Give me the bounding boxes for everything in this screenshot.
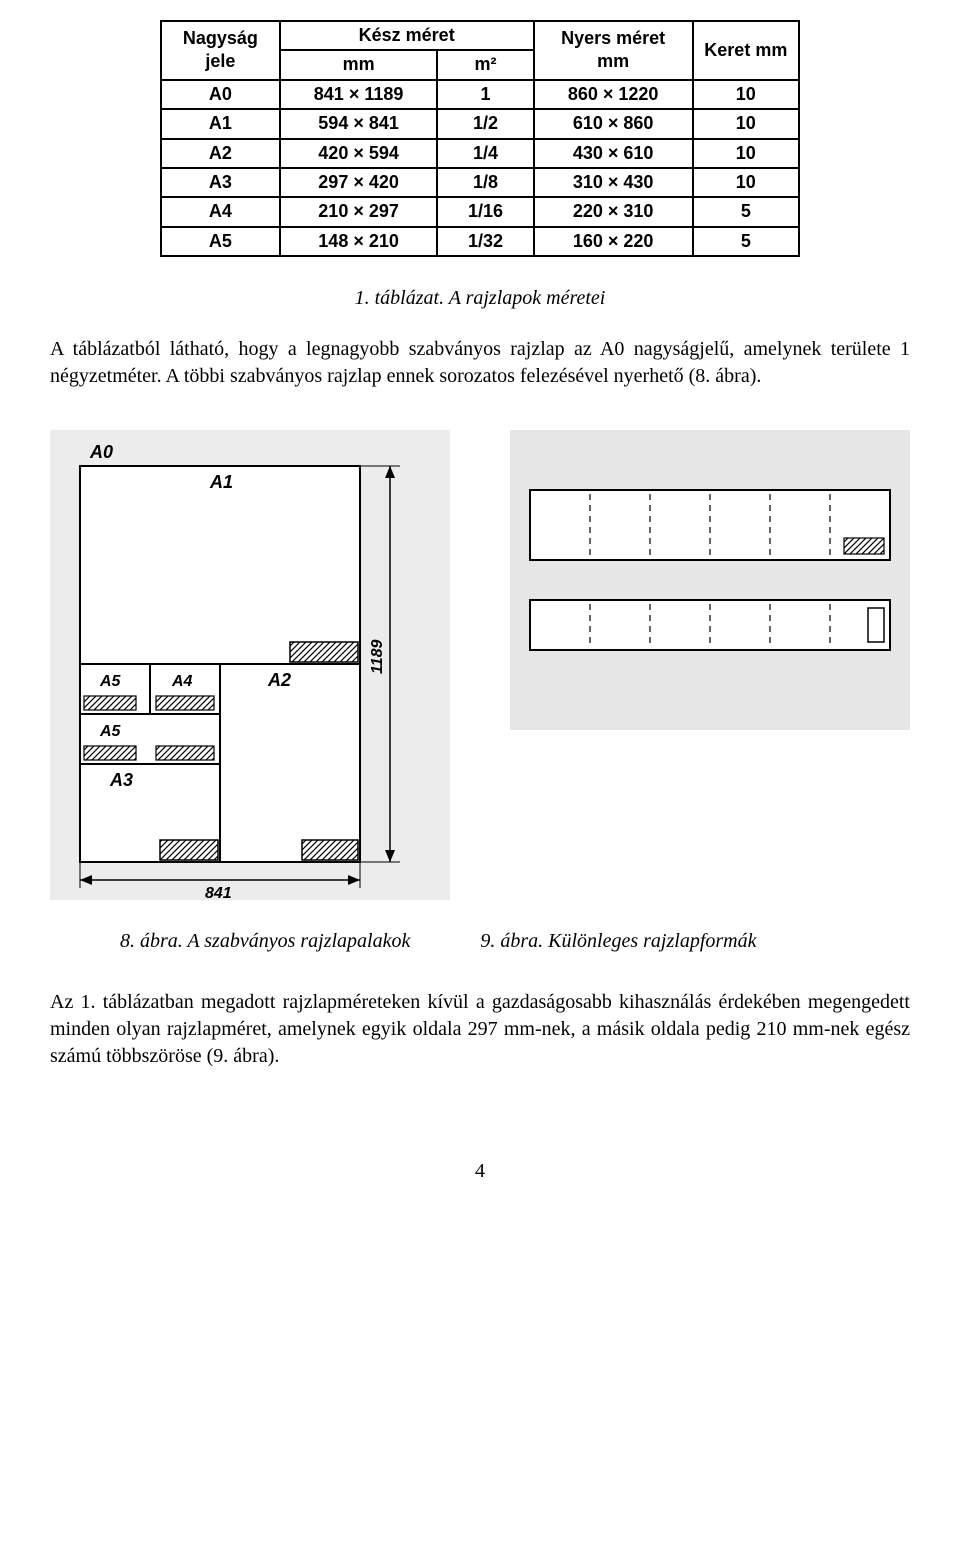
dim-height: 1189	[369, 640, 386, 675]
th-finished-m2: m²	[437, 50, 533, 79]
label-a2: A2	[267, 670, 291, 690]
table-body: A0841 × 11891860 × 122010 A1594 × 8411/2…	[161, 80, 799, 256]
table-caption: 1. táblázat. A rajzlapok méretei	[50, 287, 910, 310]
th-size-code: Nagyság jele	[161, 21, 280, 80]
th-finished-mm: mm	[280, 50, 438, 79]
table-row: A0841 × 11891860 × 122010	[161, 80, 799, 109]
label-a5b: A5	[99, 723, 122, 740]
paper-sizes-table: Nagyság jele Kész méret Nyers méret mm K…	[160, 20, 800, 257]
figure-9-diagram	[510, 430, 910, 730]
dim-width: 841	[205, 885, 232, 900]
table-row: A3297 × 4201/8310 × 43010	[161, 168, 799, 197]
page-number: 4	[50, 1160, 910, 1183]
label-a3: A3	[109, 770, 133, 790]
figure-9-caption: 9. ábra. Különleges rajzlapformák	[480, 930, 756, 953]
th-frame: Keret mm	[693, 21, 799, 80]
label-a0: A0	[89, 442, 113, 462]
table-row: A2420 × 5941/4430 × 61010	[161, 139, 799, 168]
figure-8-caption: 8. ábra. A szabványos rajzlapalakok	[120, 930, 410, 953]
table-row: A1594 × 8411/2610 × 86010	[161, 109, 799, 138]
table-row: A4210 × 2971/16220 × 3105	[161, 197, 799, 226]
figure-8-diagram: A0 A1 A2 A5 A4	[50, 430, 450, 900]
label-a4: A4	[171, 673, 193, 690]
label-a5: A5	[99, 673, 122, 690]
th-raw: Nyers méret mm	[534, 21, 693, 80]
paragraph-2: Az 1. táblázatban megadott rajzlapmérete…	[50, 989, 910, 1070]
table-row: A5148 × 2101/32160 × 2205	[161, 227, 799, 256]
label-a1: A1	[209, 472, 233, 492]
paragraph-1: A táblázatból látható, hogy a legnagyobb…	[50, 336, 910, 390]
th-finished: Kész méret	[280, 21, 534, 50]
